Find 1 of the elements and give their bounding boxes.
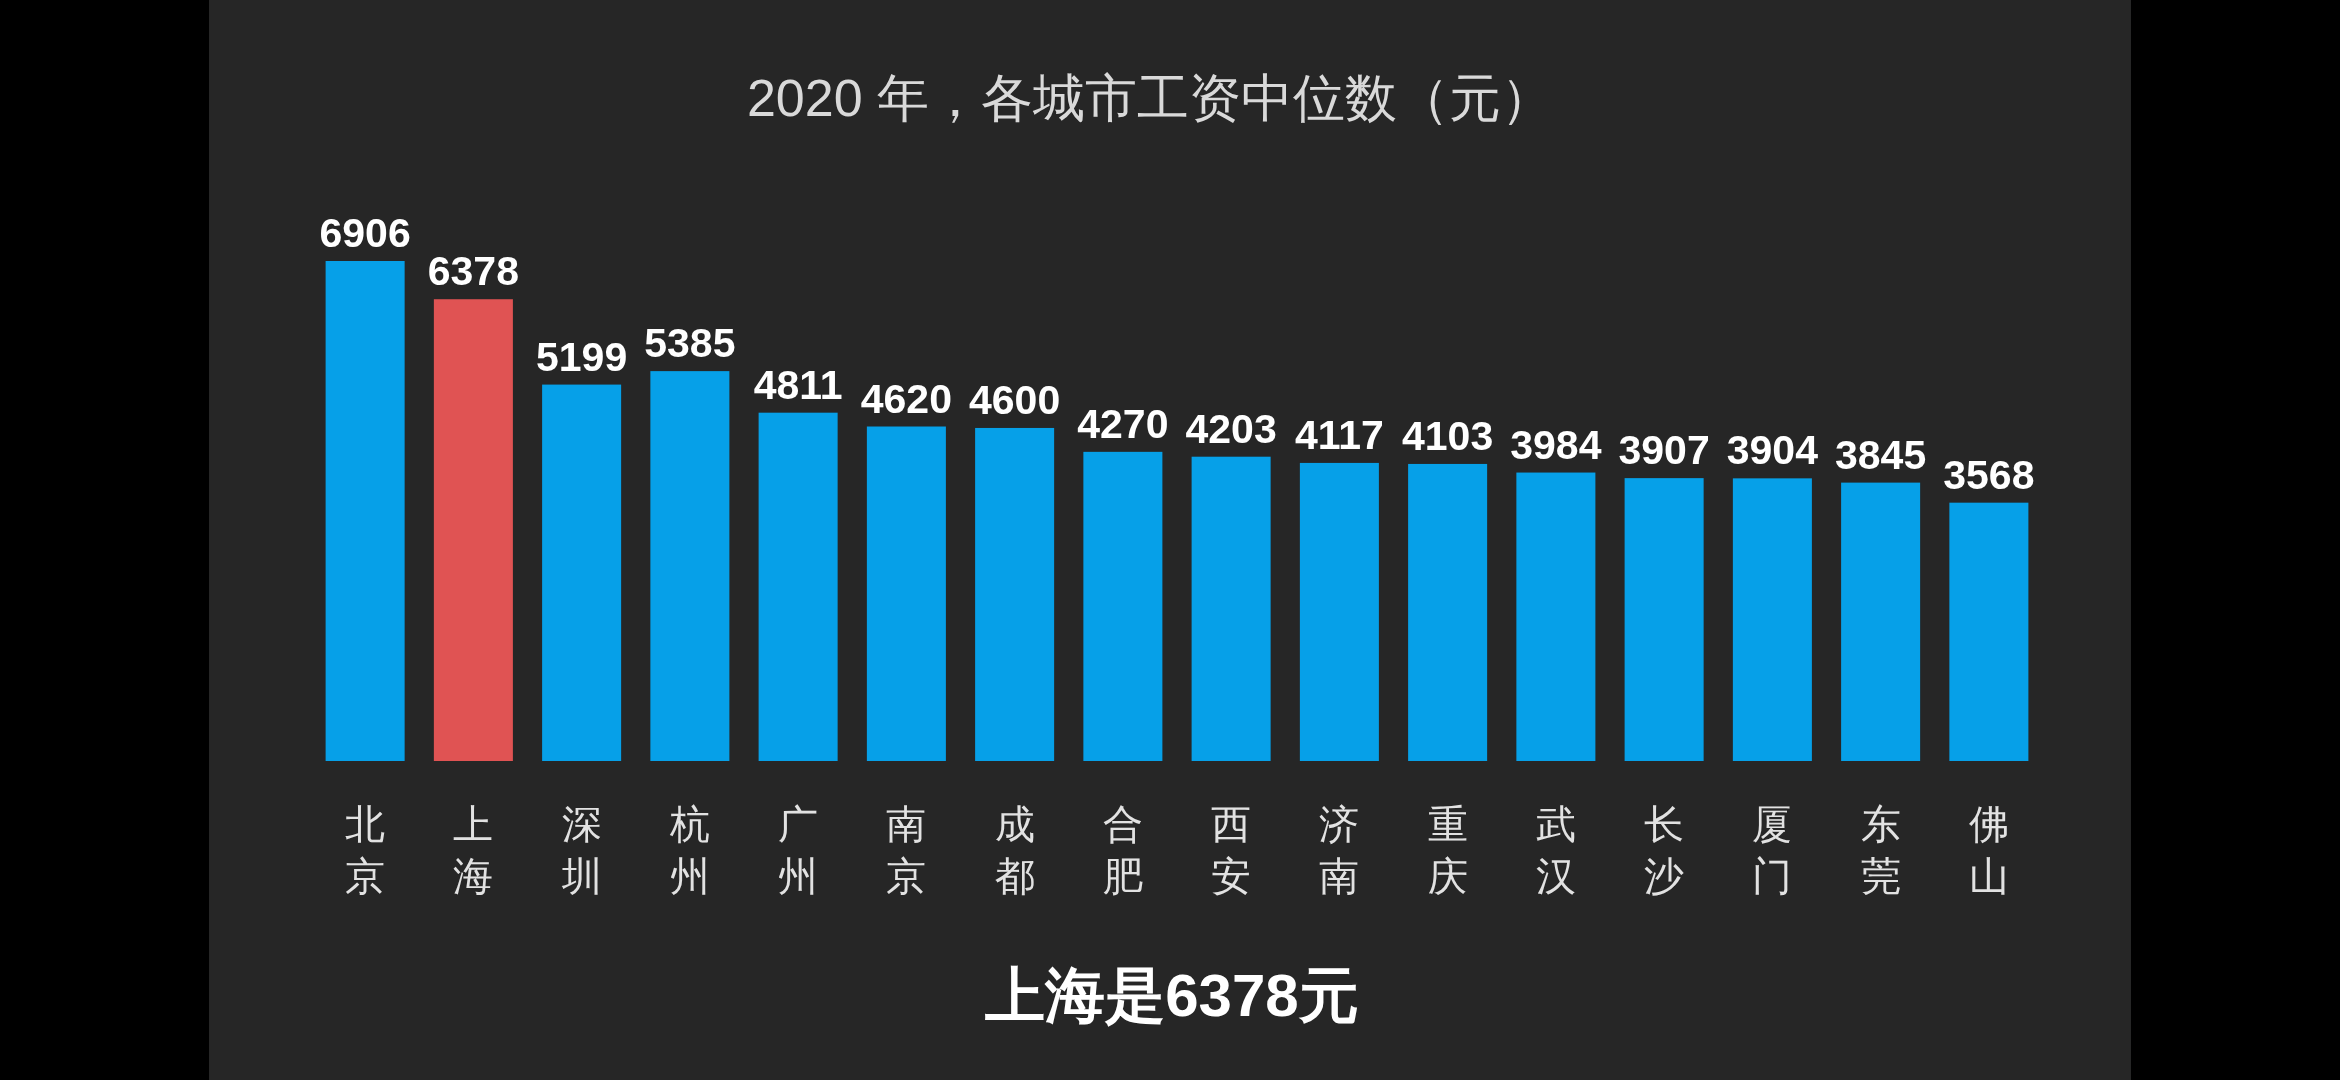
title: 2020 年，各城市工资中位数（元）	[746, 69, 1554, 127]
